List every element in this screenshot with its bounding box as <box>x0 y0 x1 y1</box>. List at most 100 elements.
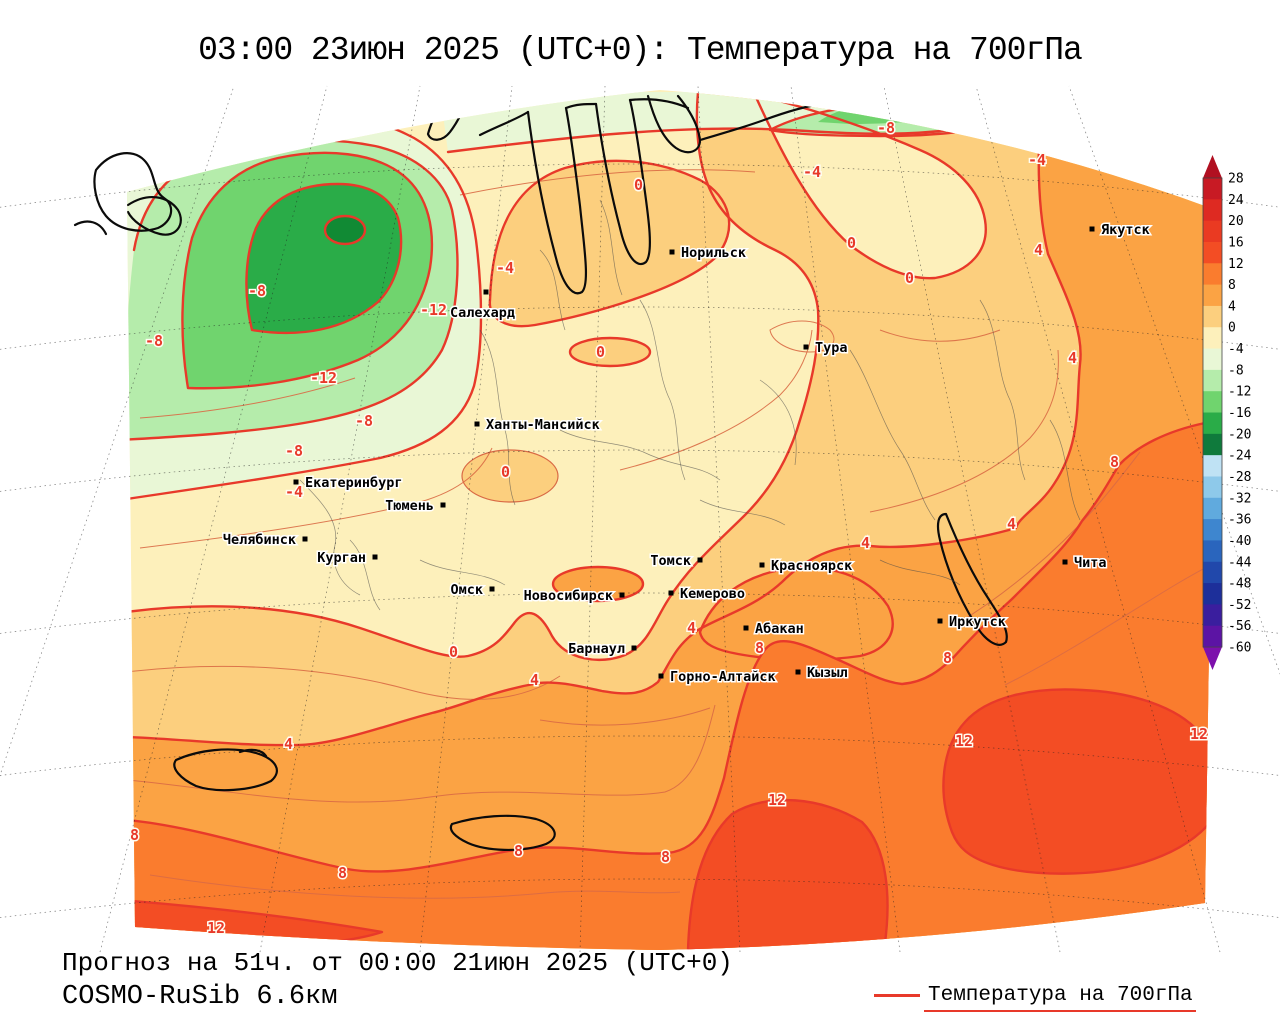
contour-label: -8 <box>877 119 895 137</box>
city-marker <box>632 646 637 651</box>
contour-label: -4 <box>285 483 303 501</box>
city-marker <box>490 587 495 592</box>
contour-label: 8 <box>130 826 139 844</box>
city-label: Якутск <box>1101 222 1150 238</box>
colorbar-band <box>1203 263 1222 285</box>
colorbar-band <box>1203 349 1222 371</box>
city-marker <box>698 558 703 563</box>
city-label: Красноярск <box>771 558 852 574</box>
model-text: COSMO-RuSib 6.6км <box>62 982 337 1012</box>
city-marker <box>938 619 943 624</box>
city-marker <box>620 593 625 598</box>
city-marker <box>796 670 801 675</box>
contour-label: 12 <box>955 732 973 750</box>
contour-label: -4 <box>803 163 821 181</box>
weather-map-page: -8 -4 -40 0 0 4 -4 -8 -12 -8 0 4 -12 -8 -8 8 0 -44 4 4 8 8 0 4 4… <box>0 0 1280 1024</box>
colorbar-label: 8 <box>1228 278 1236 293</box>
city-marker <box>1090 227 1095 232</box>
colorbar-label: 16 <box>1228 235 1244 250</box>
colorbar-band <box>1203 199 1222 221</box>
city-marker <box>484 290 489 295</box>
map-title: 03:00 23июн 2025 (UTC+0): Температура на… <box>0 32 1280 69</box>
colorbar-label: -8 <box>1228 363 1244 378</box>
colorbar-label: -60 <box>1228 641 1251 656</box>
contour-label: -4 <box>496 259 514 277</box>
city-marker <box>373 555 378 560</box>
colorbar-label: 0 <box>1228 321 1236 336</box>
colorbar-band <box>1203 370 1222 392</box>
city-label: Тура <box>815 340 848 356</box>
city-label: Иркутск <box>949 614 1006 630</box>
contour-label: 0 <box>596 343 605 361</box>
contour-label: 0 <box>905 269 914 287</box>
temperature-field <box>0 80 1280 960</box>
contour-label: 8 <box>338 864 347 882</box>
colorbar-label: 4 <box>1228 299 1236 314</box>
colorbar-label: -12 <box>1228 385 1251 400</box>
city-label: Челябинск <box>223 532 296 548</box>
contour-label: -12 <box>310 369 337 387</box>
city-marker <box>744 626 749 631</box>
colorbar-label: -24 <box>1228 449 1252 464</box>
contour-label: -4 <box>1028 151 1046 169</box>
city-marker <box>659 674 664 679</box>
city-label: Ханты-Мансийск <box>486 417 600 433</box>
city-label: Кызыл <box>807 665 848 681</box>
contour-label: 8 <box>514 842 523 860</box>
legend-line-sample <box>874 994 920 997</box>
contour-label: -8 <box>248 282 266 300</box>
colorbar-band <box>1203 178 1222 200</box>
colorbar-label: -48 <box>1228 577 1251 592</box>
colorbar-label: -44 <box>1228 555 1252 570</box>
colorbar-label: -16 <box>1228 406 1251 421</box>
colorbar-label: -36 <box>1228 513 1251 528</box>
colorbar-band <box>1203 413 1222 435</box>
city-marker <box>441 503 446 508</box>
contour-label: 8 <box>943 649 952 667</box>
city-label: Курган <box>317 550 366 566</box>
colorbar-band <box>1203 434 1222 456</box>
contour-label: 8 <box>1110 453 1119 471</box>
city-marker <box>760 563 765 568</box>
forecast-text: Прогноз на 51ч. от 00:00 21июн 2025 (UTC… <box>62 948 733 978</box>
city-marker <box>294 480 299 485</box>
contour-label: 4 <box>861 534 870 552</box>
city-label: Омск <box>450 582 483 598</box>
contour-label: 0 <box>501 463 510 481</box>
colorbar-band <box>1203 562 1222 584</box>
contour-label: 4 <box>687 619 696 637</box>
colorbar-label: -20 <box>1228 427 1251 442</box>
colorbar-band <box>1203 476 1222 498</box>
colorbar-label: 20 <box>1228 214 1244 229</box>
contour-label: -8 <box>145 332 163 350</box>
colorbar-label: -52 <box>1228 598 1251 613</box>
colorbar-label: -28 <box>1228 470 1251 485</box>
contour-label: 12 <box>1190 725 1208 743</box>
city-label: Чита <box>1074 555 1107 571</box>
colorbar-band <box>1203 391 1222 413</box>
city-label: Тюмень <box>385 498 434 514</box>
contour-label: -12 <box>420 301 447 319</box>
contour-label: 8 <box>755 639 764 657</box>
city-label: Екатеринбург <box>305 475 403 491</box>
colorbar-band <box>1203 327 1222 349</box>
colorbar-label: 12 <box>1228 257 1244 272</box>
colorbar-band <box>1203 626 1222 648</box>
legend-label: Температура на 700гПа <box>928 984 1193 1007</box>
colorbar-band <box>1203 455 1222 477</box>
city-label: Норильск <box>681 245 746 261</box>
contour-label: 4 <box>284 735 293 753</box>
colorbar-label: -40 <box>1228 534 1251 549</box>
map-canvas: -8 -4 -40 0 0 4 -4 -8 -12 -8 0 4 -12 -8 -8 8 0 -44 4 4 8 8 0 4 4… <box>0 0 1280 1024</box>
contour-label: 4 <box>530 671 539 689</box>
legend-underline <box>924 1010 1196 1012</box>
contour-label: 4 <box>1007 515 1016 533</box>
city-marker <box>1063 560 1068 565</box>
contour-label: -8 <box>355 412 373 430</box>
contour-label: 0 <box>634 176 643 194</box>
colorbar-label: 28 <box>1228 172 1244 187</box>
colorbar-band <box>1203 498 1222 520</box>
city-marker <box>303 537 308 542</box>
colorbar-band <box>1203 221 1222 243</box>
colorbar-band <box>1203 285 1222 307</box>
